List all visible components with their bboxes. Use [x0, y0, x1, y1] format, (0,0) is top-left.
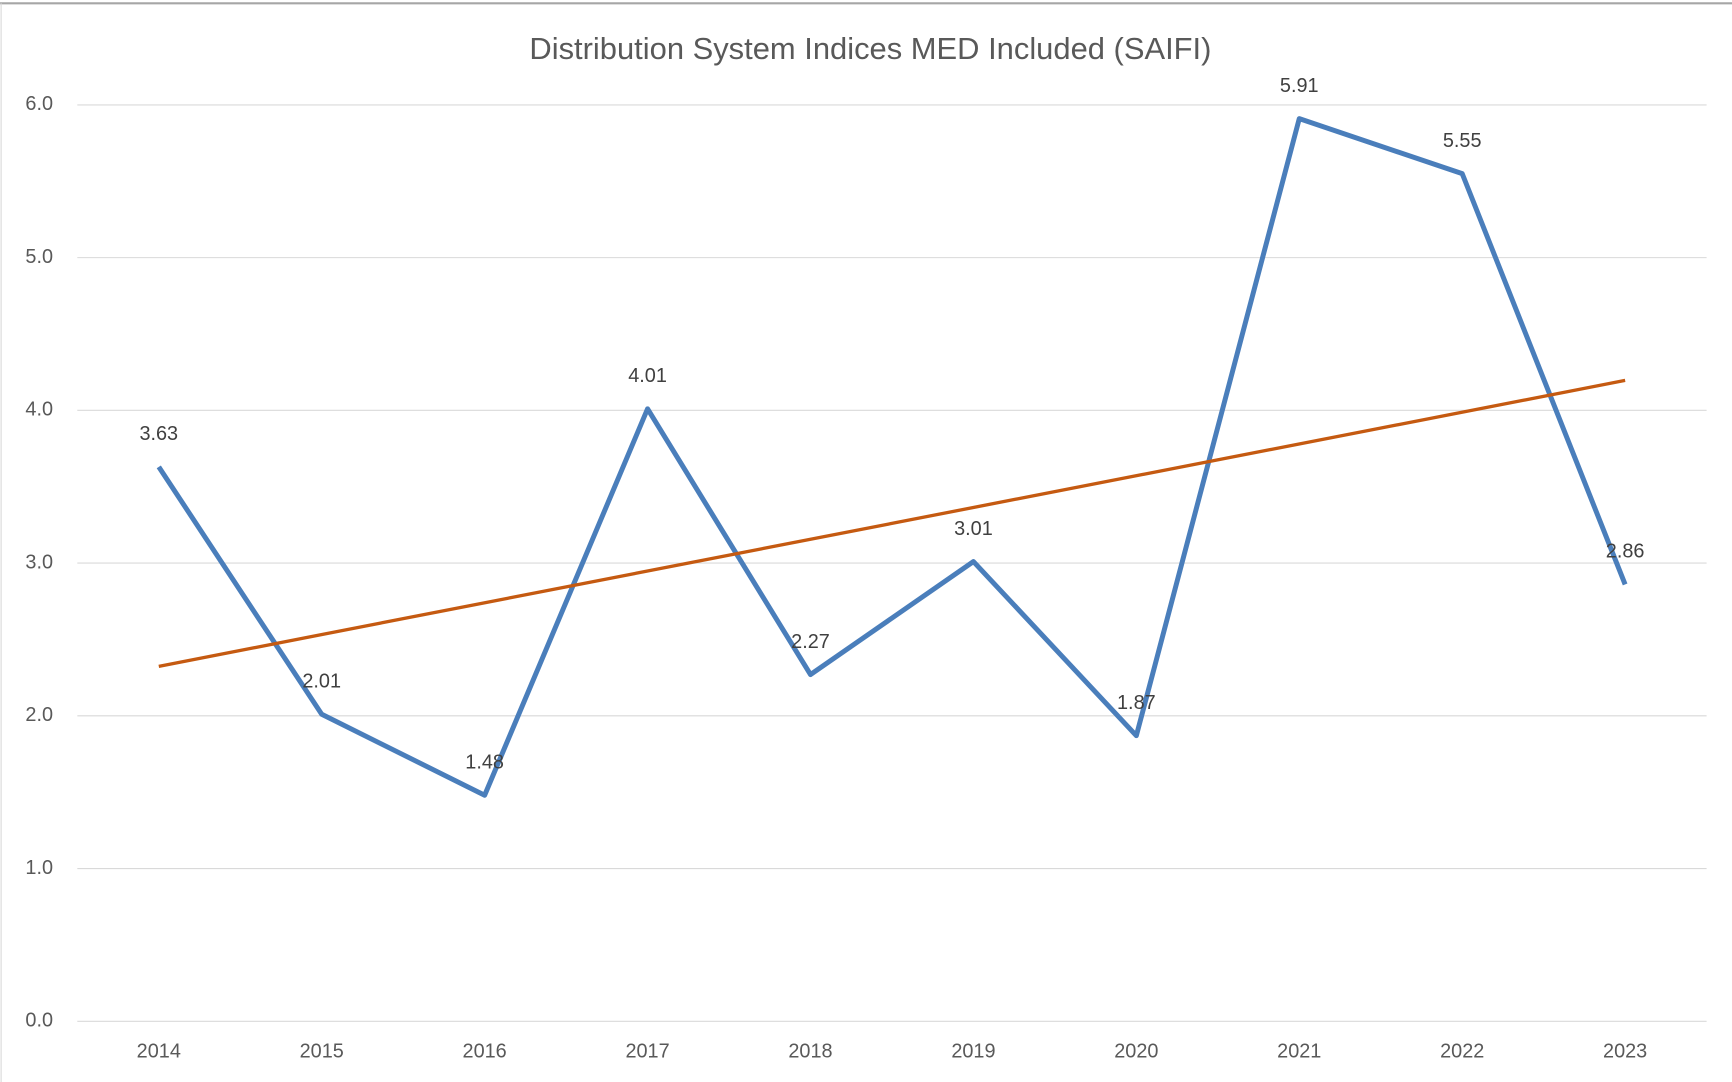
x-tick-label: 2020	[1114, 1040, 1158, 1062]
data-label: 2.01	[302, 671, 341, 693]
x-tick-label: 2019	[951, 1040, 995, 1062]
x-tick-label: 2018	[788, 1040, 832, 1062]
data-label: 5.55	[1443, 130, 1482, 152]
y-tick-label: 6.0	[25, 93, 53, 115]
data-label: 5.91	[1280, 75, 1319, 97]
data-label: 1.48	[465, 751, 504, 773]
data-label: 4.01	[628, 365, 667, 387]
y-tick-label: 0.0	[25, 1010, 53, 1032]
x-tick-label: 2016	[463, 1040, 507, 1062]
data-label: 1.87	[1117, 692, 1156, 714]
data-label: 3.01	[954, 518, 993, 540]
x-tick-label: 2017	[625, 1040, 669, 1062]
trend-line	[158, 378, 1626, 668]
x-tick-label: 2015	[300, 1040, 344, 1062]
data-label: 2.27	[791, 631, 830, 653]
x-tick-label: 2023	[1603, 1040, 1647, 1062]
y-tick-label: 5.0	[25, 246, 53, 268]
y-tick-label: 1.0	[25, 857, 53, 879]
data-label: 2.86	[1606, 541, 1645, 563]
x-tick-label: 2014	[137, 1040, 181, 1062]
data-label: 3.63	[139, 423, 178, 445]
x-tick-label: 2021	[1277, 1040, 1321, 1062]
chart-title: Distribution System Indices MED Included…	[529, 31, 1211, 66]
y-tick-label: 2.0	[25, 704, 53, 726]
data-line	[156, 116, 1628, 798]
x-tick-label: 2022	[1440, 1040, 1484, 1062]
y-tick-label: 3.0	[25, 551, 53, 573]
y-tick-label: 4.0	[25, 399, 53, 421]
